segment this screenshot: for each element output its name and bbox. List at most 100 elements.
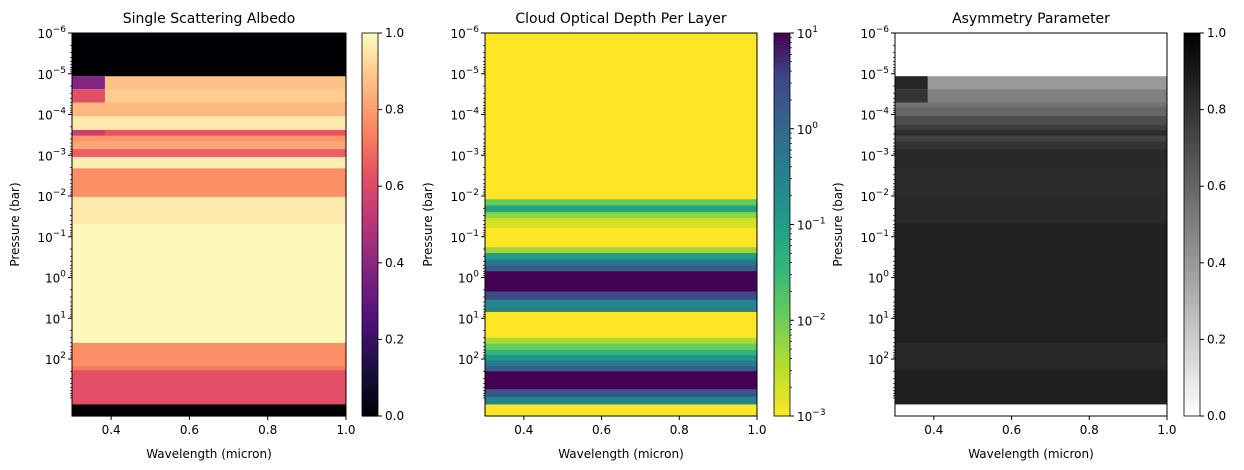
colorbar-swatch xyxy=(774,204,790,210)
heatmap-layer xyxy=(72,404,346,417)
colorbar-swatch xyxy=(362,176,378,182)
colorbar-swatch xyxy=(1184,60,1200,66)
x-axis-label: Wavelength (micron) xyxy=(558,447,684,461)
colorbar-swatch xyxy=(1184,168,1200,174)
x-axis-label: Wavelength (micron) xyxy=(968,447,1094,461)
colorbar-swatch xyxy=(774,52,790,58)
colorbar-swatch xyxy=(1184,256,1200,262)
colorbar-swatch xyxy=(362,384,378,389)
colorbar-swatch xyxy=(1184,372,1200,377)
colorbar-swatch xyxy=(774,136,790,142)
colorbar-swatch xyxy=(1184,120,1200,126)
colorbar-swatch xyxy=(1184,364,1200,369)
colorbar-swatch xyxy=(774,92,790,98)
colorbar-swatch xyxy=(774,244,790,250)
colorbar-swatch xyxy=(362,308,378,313)
colorbar-swatch xyxy=(362,320,378,325)
colorbar-swatch xyxy=(362,380,378,385)
colorbar-swatch xyxy=(1184,316,1200,321)
heatmap-layer xyxy=(895,89,1167,104)
colorbar-swatch xyxy=(774,376,790,381)
heatmap-layer xyxy=(895,124,1167,131)
colorbar-swatch xyxy=(774,216,790,222)
y-tick-label: 100 xyxy=(868,270,889,286)
heatmap-layer xyxy=(895,102,1167,108)
colorbar-swatch xyxy=(774,176,790,182)
colorbar-swatch xyxy=(1184,304,1200,309)
colorbar-swatch xyxy=(362,76,378,82)
colorbar-tick-label: 0.6 xyxy=(1207,179,1226,193)
colorbar-swatch xyxy=(774,116,790,122)
colorbar-swatch xyxy=(362,232,378,238)
colorbar-swatch xyxy=(362,368,378,373)
colorbar-swatch xyxy=(362,408,378,413)
colorbar-swatch xyxy=(1184,264,1200,269)
colorbar-swatch xyxy=(362,132,378,138)
chart-title: Asymmetry Parameter xyxy=(952,11,1110,27)
colorbar-swatch xyxy=(1184,240,1200,246)
colorbar-swatch xyxy=(774,292,790,297)
colorbar-swatch xyxy=(1184,268,1200,273)
colorbar-tick-label: 0.2 xyxy=(385,332,404,346)
colorbar-swatch xyxy=(362,160,378,166)
colorbar-swatch xyxy=(362,80,378,86)
x-tick-label: 0.6 xyxy=(180,423,199,437)
heatmap-layer xyxy=(485,299,757,313)
x-tick-label: 0.6 xyxy=(1002,423,1021,437)
colorbar-swatch xyxy=(362,33,378,38)
panel-3: Asymmetry Parameter 0.4 0.6 0.8 1.0 Wavelengt… xyxy=(831,11,1226,461)
colorbar-swatch xyxy=(362,100,378,106)
colorbar-swatch xyxy=(362,200,378,206)
colorbar-swatch xyxy=(774,188,790,194)
colorbar: 10−3 10−2 10−1 100 101 xyxy=(773,25,826,424)
y-tick-label: 101 xyxy=(868,310,889,326)
colorbar-swatch xyxy=(774,84,790,90)
colorbar-swatch xyxy=(362,40,378,46)
colorbar-swatch xyxy=(362,300,378,305)
colorbar-swatch xyxy=(774,200,790,206)
colorbar-swatch xyxy=(362,52,378,58)
colorbar-swatch xyxy=(1184,216,1200,222)
colorbar-swatch xyxy=(774,328,790,333)
colorbar-swatch xyxy=(774,172,790,178)
colorbar-swatch xyxy=(774,412,790,417)
colorbar-swatch xyxy=(362,388,378,393)
colorbar-swatch xyxy=(362,356,378,361)
colorbar-swatch xyxy=(774,400,790,405)
colorbar-swatch xyxy=(1184,400,1200,405)
colorbar-swatch xyxy=(1184,232,1200,238)
colorbar-swatch xyxy=(774,252,790,258)
colorbar-swatch xyxy=(362,244,378,250)
heatmap-layer xyxy=(485,355,757,362)
colorbar-swatch xyxy=(774,408,790,413)
colorbar-swatch xyxy=(774,152,790,158)
colorbar-swatch xyxy=(1184,76,1200,82)
colorbar-swatch xyxy=(362,56,378,62)
colorbar-swatch xyxy=(362,248,378,254)
heatmap-shortwave-feature xyxy=(72,76,105,90)
colorbar-swatch xyxy=(1184,80,1200,86)
colorbar-frame xyxy=(361,32,379,417)
colorbar-swatch xyxy=(1184,132,1200,138)
colorbar-swatch xyxy=(362,96,378,102)
colorbar-swatch xyxy=(362,364,378,369)
heatmap-layer xyxy=(72,124,346,131)
colorbar-swatch xyxy=(362,304,378,309)
x-tick-label: 0.8 xyxy=(1080,423,1099,437)
y-tick-label: 100 xyxy=(458,270,479,286)
colorbar-tick-label: 0.8 xyxy=(1207,103,1226,117)
heatmap-layer xyxy=(72,196,346,225)
colorbar-tick-label: 1.0 xyxy=(385,26,404,40)
colorbar-swatch xyxy=(362,124,378,130)
colorbar-swatch xyxy=(774,44,790,50)
colorbar-swatch xyxy=(362,400,378,405)
x-tick-label: 1.0 xyxy=(336,423,355,437)
colorbar-frame xyxy=(1183,32,1201,417)
colorbar-swatch xyxy=(1184,188,1200,194)
panel-2: Cloud Optical Depth Per Layer 0.4 0.6 0.8 1.… xyxy=(421,11,826,461)
colorbar-swatch xyxy=(362,72,378,78)
colorbar-swatch xyxy=(774,224,790,230)
colorbar-swatch xyxy=(1184,332,1200,337)
heatmap-layer xyxy=(72,33,346,77)
heatmap-layer xyxy=(895,149,1167,158)
